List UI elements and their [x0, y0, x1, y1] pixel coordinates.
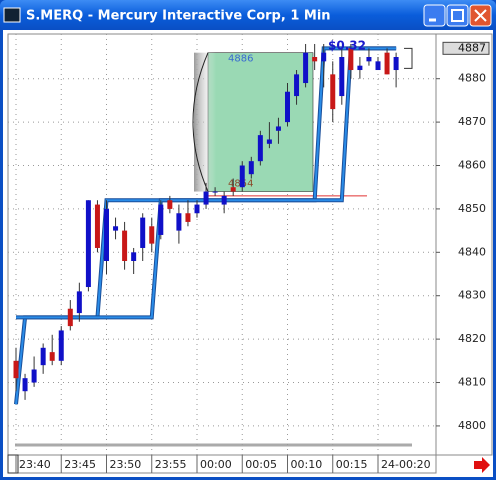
minimize-button[interactable]	[423, 4, 446, 27]
x-tick-label: 23:45	[64, 458, 96, 471]
candle-body	[131, 252, 137, 261]
candle-body	[13, 360, 19, 379]
candle-body	[49, 352, 55, 361]
x-tick-label: 23:40	[19, 458, 51, 471]
candle-body	[330, 74, 336, 110]
last-price-box	[442, 41, 490, 55]
x-tick-label: 24-00:20	[381, 458, 431, 471]
annotation: $0.32	[328, 39, 366, 53]
candle-body	[303, 52, 309, 84]
candle-body	[176, 213, 182, 231]
x-tick-label: 00:10	[291, 458, 323, 471]
y-tick-label: 4860	[458, 159, 486, 172]
candle-body	[321, 52, 327, 62]
candle-body	[248, 161, 254, 175]
maximize-button[interactable]	[446, 4, 469, 27]
candle-body	[275, 126, 281, 131]
x-tick-label: 23:50	[110, 458, 142, 471]
plot-layer: 4800 4810 4820 4830 4840 4850 4860 4870 4880 23:4…	[8, 34, 490, 473]
last-price-marker	[404, 47, 413, 69]
candle-body	[221, 195, 227, 205]
candle-body	[94, 204, 100, 248]
candle-body	[31, 369, 37, 383]
candle-body	[312, 57, 318, 62]
candle-body	[384, 52, 390, 75]
y-tick-label: 4820	[458, 332, 486, 345]
last-price-label: 4887	[458, 41, 486, 54]
window-title: S.MERQ - Mercury Interactive Corp, 1 Min	[26, 9, 331, 24]
x-tick-label: 00:00	[200, 458, 232, 471]
candle-body	[239, 165, 245, 188]
x-tick-label: 23:55	[155, 458, 187, 471]
y-tick-label: 4800	[458, 419, 486, 432]
candle-body	[122, 230, 128, 261]
scroll-start[interactable]	[7, 454, 19, 474]
candle-body	[22, 378, 28, 392]
x-tick-label: 00:05	[245, 458, 277, 471]
candle-body	[67, 308, 73, 327]
candle-body	[40, 347, 46, 366]
candle-body	[85, 200, 91, 288]
candle-body	[212, 191, 218, 193]
range-shade	[194, 52, 216, 192]
price-axis	[435, 33, 493, 456]
app-icon	[3, 7, 21, 23]
candle-body	[257, 135, 263, 162]
candle-body	[285, 91, 290, 123]
y-tick-label: 4830	[458, 289, 486, 302]
y-tick-label: 4870	[458, 115, 486, 128]
candle-body	[185, 213, 191, 222]
candle-body	[375, 61, 381, 71]
candle-body	[104, 208, 109, 261]
y-tick-label: 4810	[458, 376, 486, 389]
window-buttons	[423, 4, 492, 27]
candle-body	[194, 204, 200, 214]
candle-body	[357, 65, 363, 71]
candle-body	[366, 57, 372, 62]
candle-body	[76, 291, 82, 314]
candle-body	[149, 226, 155, 244]
x-tick-label: 00:15	[336, 458, 368, 471]
candle-body	[113, 226, 119, 231]
y-tick-label: 4880	[458, 72, 486, 85]
title-bar	[0, 0, 496, 30]
candle-body	[348, 48, 354, 71]
candle-body	[294, 74, 300, 97]
y-tick-label: 4840	[458, 245, 486, 258]
candle-body	[167, 200, 173, 209]
candle-body	[158, 204, 164, 235]
y-tick-label: 4850	[458, 202, 486, 215]
candle-body	[339, 57, 345, 97]
candle-body	[230, 187, 236, 192]
scroll-right-arrow[interactable]	[474, 457, 490, 473]
candle-body	[266, 139, 272, 144]
candle-body	[140, 217, 146, 248]
candle-body	[203, 191, 209, 205]
maximize-icon	[451, 9, 464, 22]
close-icon	[474, 9, 487, 22]
candle-body	[393, 57, 399, 71]
range-top-label: 4886	[228, 54, 253, 65]
candle-body	[58, 330, 64, 361]
range-box	[207, 52, 314, 192]
range-arc	[192, 52, 209, 192]
